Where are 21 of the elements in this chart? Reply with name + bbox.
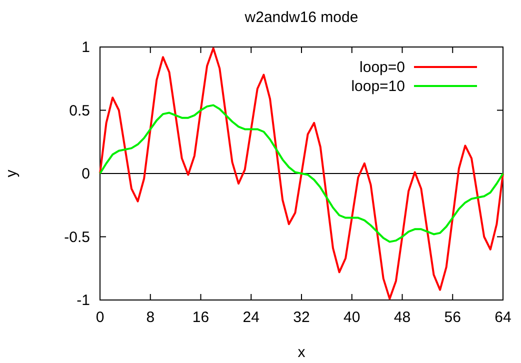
x-tick-label: 40 [344, 309, 360, 326]
line-series [99, 47, 504, 300]
y-tick-label: 0 [82, 166, 90, 182]
y-axis-title: y [3, 169, 20, 178]
x-tick-label: 56 [444, 309, 461, 326]
x-tick-label: 16 [192, 309, 210, 326]
legend-label: loop=10 [351, 78, 405, 95]
y-tick-label: 1 [82, 39, 90, 56]
chart-title: w2andw16 mode [244, 9, 358, 26]
x-axis-title: x [298, 344, 306, 361]
line-series [99, 104, 504, 243]
x-tick-label: 32 [293, 309, 310, 326]
y-tick-label: -0.5 [64, 228, 90, 246]
x-tick-label: 8 [146, 309, 155, 326]
x-tick-label: 48 [394, 309, 411, 326]
x-tick-label: 0 [96, 309, 104, 326]
y-tick-label: 0.5 [69, 102, 90, 120]
y-tick-label: -1 [76, 292, 90, 309]
x-tick-label: 64 [494, 309, 512, 326]
x-tick-label: 24 [242, 309, 260, 326]
legend-label: loop=0 [360, 59, 405, 76]
